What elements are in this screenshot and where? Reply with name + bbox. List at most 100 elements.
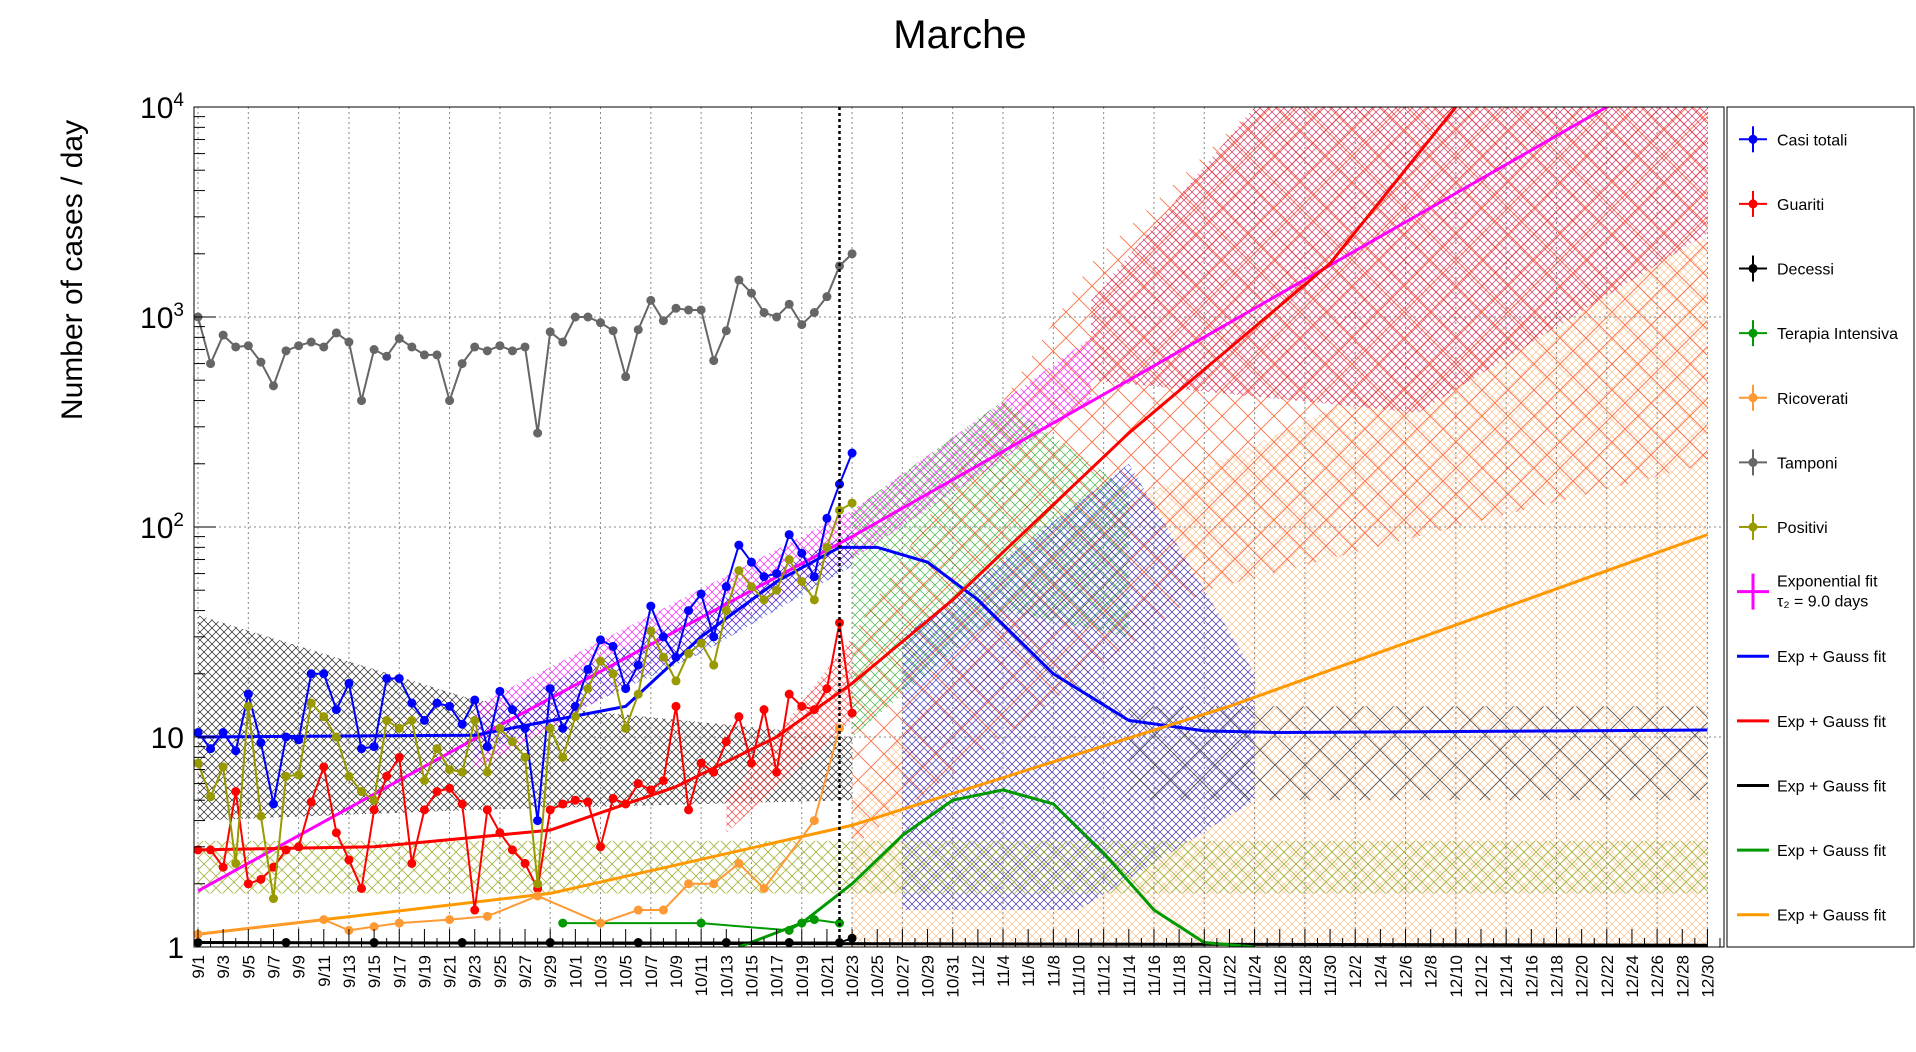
x-tick-label: 10/1	[566, 955, 585, 988]
data-point	[822, 684, 832, 694]
data-point	[344, 337, 354, 347]
x-tick-label: 11/30	[1321, 955, 1340, 996]
data-point	[281, 845, 291, 855]
data-point	[570, 312, 580, 322]
data-point	[445, 915, 455, 925]
x-tick-label: 10/19	[793, 955, 812, 998]
legend-entry: Exp + Gauss fit	[1737, 908, 1886, 925]
data-point	[382, 771, 392, 781]
legend-entry: Exponential fit τ₂ = 9.0 days	[1737, 573, 1878, 611]
data-point	[319, 762, 329, 772]
data-point	[797, 577, 807, 587]
data-point	[344, 678, 354, 688]
data-point	[482, 767, 492, 777]
data-point	[445, 765, 455, 775]
data-point	[231, 342, 241, 352]
fit-curve-4	[738, 788, 1255, 947]
legend-label: Exp + Gauss fit	[1777, 908, 1886, 925]
data-point	[746, 758, 756, 768]
data-point	[419, 776, 429, 786]
data-point	[470, 905, 480, 915]
data-point	[432, 744, 442, 754]
data-point	[684, 805, 694, 815]
x-tick-label: 10/15	[742, 955, 761, 998]
data-point	[621, 799, 631, 809]
data-point	[319, 669, 329, 679]
data-point	[621, 723, 631, 733]
data-point	[835, 618, 845, 628]
legend-label-sub: τ₂ = 9.0 days	[1777, 594, 1868, 611]
data-point	[231, 858, 241, 868]
data-point	[306, 698, 316, 708]
legend-swatch-marker	[1748, 393, 1758, 403]
data-point	[583, 684, 593, 694]
data-point	[596, 918, 606, 928]
data-point	[457, 767, 467, 777]
series-guariti	[194, 618, 857, 915]
data-point	[382, 715, 392, 725]
data-point	[822, 292, 832, 302]
data-point	[206, 845, 216, 855]
data-point	[407, 858, 417, 868]
data-point	[520, 858, 530, 868]
data-point	[658, 632, 668, 642]
data-point	[658, 316, 668, 326]
legend-label: Decessi	[1777, 262, 1834, 279]
data-point	[545, 723, 555, 733]
x-tick-label: 10/31	[944, 955, 963, 998]
data-point	[394, 673, 404, 683]
data-point	[344, 855, 354, 865]
x-tick-label: 10/7	[642, 955, 661, 988]
data-point	[671, 303, 681, 313]
data-point	[407, 715, 417, 725]
legend-entry: Tamponi	[1739, 449, 1837, 476]
data-point	[495, 686, 505, 696]
x-tick-label: 12/4	[1371, 955, 1390, 988]
data-point	[822, 542, 832, 552]
data-point	[281, 346, 291, 356]
legend-label: Guariti	[1777, 197, 1824, 214]
data-point	[369, 742, 379, 752]
data-point	[709, 767, 719, 777]
data-point	[243, 879, 253, 889]
data-point	[797, 548, 807, 558]
data-point	[206, 359, 216, 369]
data-point	[470, 342, 480, 352]
x-tick-label: 11/26	[1271, 955, 1290, 996]
data-point	[218, 862, 228, 872]
legend-entry: Exp + Gauss fit	[1737, 778, 1886, 795]
legend-swatch-marker	[1748, 328, 1758, 338]
x-tick-label: 12/16	[1522, 955, 1541, 998]
data-point	[709, 660, 719, 670]
data-point	[445, 701, 455, 711]
data-point	[533, 891, 543, 901]
data-point	[507, 346, 517, 356]
fit-curve-5	[197, 533, 1708, 936]
data-point	[809, 816, 819, 826]
data-point	[772, 312, 782, 322]
data-point	[495, 828, 505, 838]
data-point	[721, 737, 731, 747]
data-series	[194, 249, 857, 947]
data-point	[243, 701, 253, 711]
data-point	[369, 805, 379, 815]
data-point	[419, 350, 429, 360]
legend-entry: Exp + Gauss fit	[1737, 843, 1886, 860]
legend-entry: Exp + Gauss fit	[1737, 714, 1886, 731]
data-point	[621, 372, 631, 382]
data-point	[608, 641, 618, 651]
data-point	[646, 601, 656, 611]
data-point	[847, 448, 857, 458]
data-point	[495, 723, 505, 733]
data-point	[507, 845, 517, 855]
data-point	[759, 308, 769, 318]
x-tick-label: 9/1	[189, 955, 208, 979]
data-point	[369, 922, 379, 932]
data-point	[646, 785, 656, 795]
data-point	[331, 828, 341, 838]
data-point	[294, 842, 304, 852]
data-point	[194, 728, 203, 738]
band-decessi-tail	[1128, 706, 1708, 801]
x-tick-label: 9/13	[340, 955, 359, 988]
data-point	[319, 712, 329, 722]
